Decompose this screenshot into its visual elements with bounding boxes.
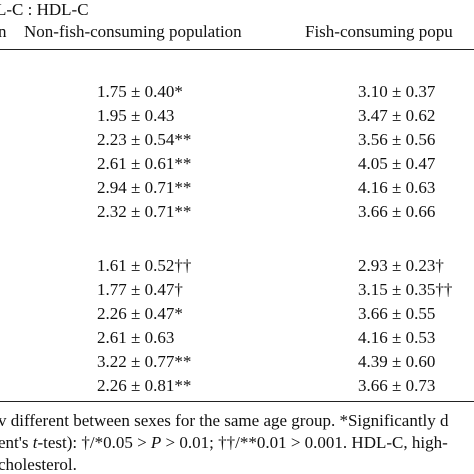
table-cell: 3.10 ± 0.37 [358, 82, 436, 101]
table-cell: 3.22 ± 0.77** [97, 352, 192, 371]
table-cell: 4.16 ± 0.63 [358, 178, 436, 197]
table-cell: 2.26 ± 0.81** [97, 376, 192, 395]
footnote-italic: t [32, 433, 38, 452]
table-cell: 1.61 ± 0.52†† [97, 256, 192, 275]
header-cell: Non-fish-consuming population [24, 22, 242, 41]
table-cell: 2.94 ± 0.71** [97, 178, 192, 197]
table-cell: 4.16 ± 0.53 [358, 328, 436, 347]
table-title: L-C : HDL-C [0, 0, 89, 19]
table-cell: 2.93 ± 0.23† [358, 256, 444, 275]
footnote-text: ent's [0, 433, 33, 452]
table-cell: 3.15 ± 0.35†† [358, 280, 453, 299]
footnote: cholesterol. [0, 455, 77, 474]
table-cell: 2.61 ± 0.61** [97, 154, 192, 173]
header-rule [0, 49, 474, 50]
table-cell: 3.47 ± 0.62 [358, 106, 436, 125]
footnote-italic: P [150, 433, 162, 452]
header-cell: Fish-consuming popu [305, 22, 453, 41]
table-cell: 3.66 ± 0.55 [358, 304, 436, 323]
table-cell: 2.23 ± 0.54** [97, 130, 192, 149]
table-cell: 1.75 ± 0.40* [97, 82, 183, 101]
header-cell: n [0, 22, 7, 41]
table-cell: 1.95 ± 0.43 [97, 106, 175, 125]
table-cell: 2.61 ± 0.63 [97, 328, 175, 347]
footnote: v different between sexes for the same a… [0, 411, 449, 430]
table-cell: 2.32 ± 0.71** [97, 202, 192, 221]
table-cell: 3.66 ± 0.66 [358, 202, 436, 221]
table-cell: 4.39 ± 0.60 [358, 352, 436, 371]
table-cell: 1.77 ± 0.47† [97, 280, 183, 299]
table-cell: 2.26 ± 0.47* [97, 304, 183, 323]
footnote: ent's t-test): †/*0.05 > P > 0.01; ††/**… [0, 433, 448, 453]
table-cell: 3.66 ± 0.73 [358, 376, 436, 395]
footnote-text: -test): †/*0.05 > [37, 433, 151, 452]
footnote-text: > 0.01; ††/**0.01 > 0.001. HDL-C, high- [161, 433, 448, 452]
table-cell: 4.05 ± 0.47 [358, 154, 436, 173]
table-cell: 3.56 ± 0.56 [358, 130, 436, 149]
bottom-rule [0, 401, 474, 402]
